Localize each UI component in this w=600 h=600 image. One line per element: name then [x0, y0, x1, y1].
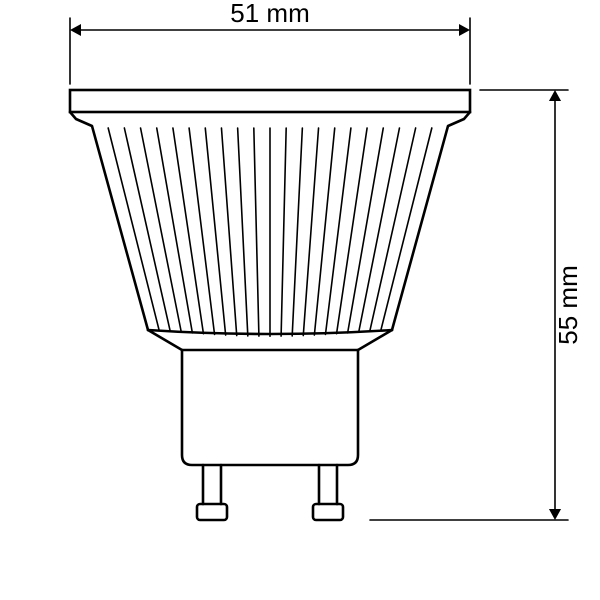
bulb-dimension-diagram: 51 mm 55 mm	[0, 0, 600, 600]
width-dimension-label: 51 mm	[230, 0, 309, 28]
height-dimension-label: 55 mm	[553, 265, 583, 344]
